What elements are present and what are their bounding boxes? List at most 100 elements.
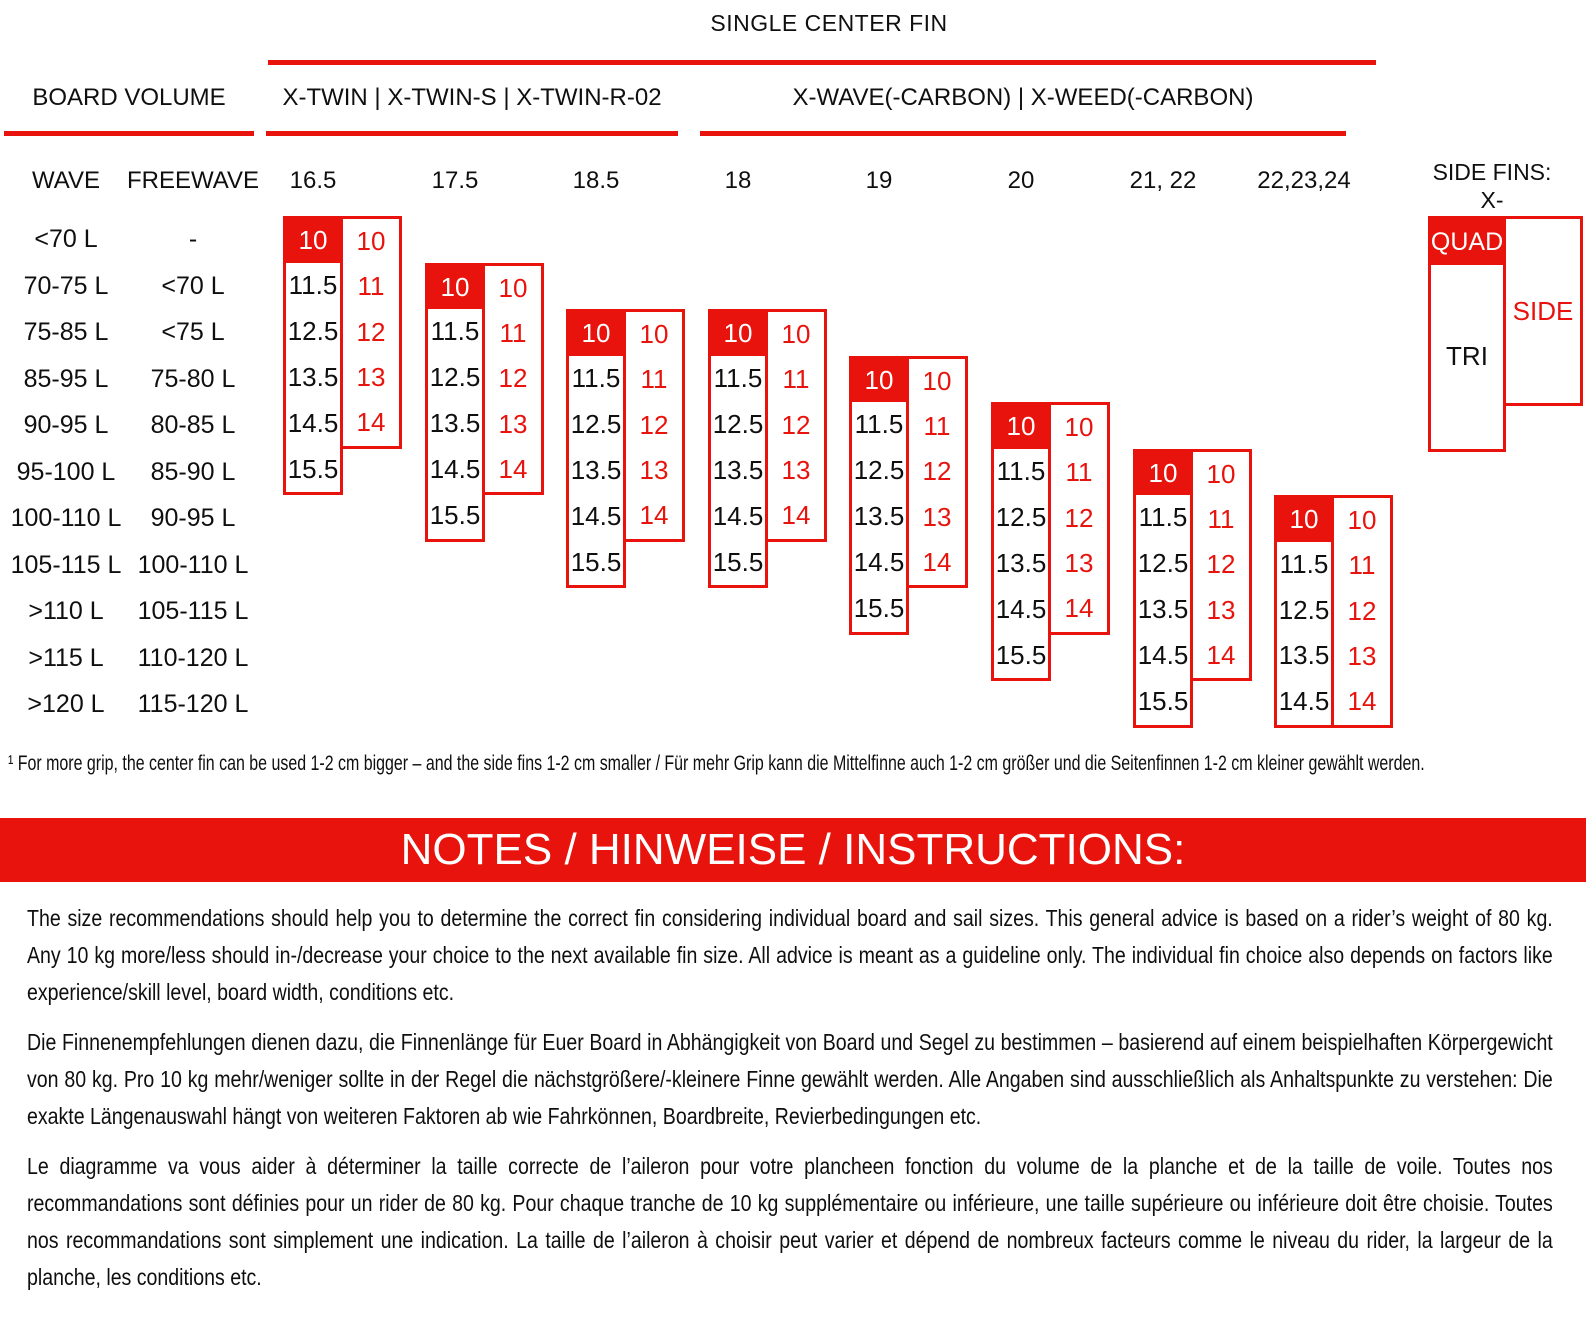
freewave-volume-label: 115-120 L [137, 690, 249, 718]
center-fin-box: 10 11.5 12.5 13.5 14.5 15.5 [849, 355, 909, 635]
side-fin-cell: 11 [640, 364, 668, 395]
side-fin-box: 10 11 12 13 14 [1190, 448, 1252, 681]
center-fin-cell: 11.5 [288, 269, 338, 300]
center-fin-box: 10 11.5 12.5 13.5 14.5 15.5 [566, 309, 626, 588]
freewave-volume-label: 80-85 L [150, 411, 236, 439]
side-fin-cell: 13 [356, 362, 386, 393]
center-fin-cell: 14.5 [429, 454, 481, 485]
wave-column-heading: WAVE [31, 167, 100, 194]
wave-volume-label: >115 L [28, 643, 104, 672]
twin-group-rule [266, 131, 678, 136]
side-fin-box: 10 11 12 13 14 [623, 309, 685, 542]
center-fin-cell-highlight: 10 [1277, 498, 1331, 542]
sail-size-header: 18 [724, 167, 752, 194]
side-fin-cell: 13 [922, 501, 952, 532]
freewave-volume-label: 105-115 L [137, 597, 249, 625]
side-fins-heading: SIDE FINS: X- [1402, 158, 1582, 214]
sail-size-header: 18.5 [572, 167, 620, 194]
center-fin-cell: 12.5 [712, 408, 764, 439]
wave-volume-label: 90-95 L [23, 411, 109, 439]
notes-banner-title: NOTES / HINWEISE / INSTRUCTIONS: [400, 825, 1186, 874]
side-fin-cell: 12 [498, 363, 528, 394]
freewave-volume-label: <70 L [161, 271, 225, 300]
center-fin-cell: 14.5 [570, 500, 622, 531]
center-fin-box: 10 11.5 12.5 13.5 14.5 15.5 [283, 216, 343, 495]
center-fin-cell: 12.5 [570, 408, 622, 439]
side-legend-box: SIDE [1503, 216, 1583, 406]
center-fin-cell: 12.5 [429, 362, 481, 393]
center-fin-cell: 13.5 [1137, 594, 1189, 625]
freewave-volume-label: 100-110 L [137, 550, 249, 579]
tri-legend-label: TRI [1446, 341, 1488, 371]
side-fin-cell: 10 [498, 272, 528, 303]
quad-legend-cell: QUAD [1431, 219, 1503, 265]
center-fin-cell-highlight: 10 [711, 312, 765, 356]
side-fin-cell: 12 [639, 409, 669, 440]
side-fin-box: 10 11 12 13 14 [1048, 402, 1110, 635]
center-fin-cell: 14.5 [712, 500, 764, 531]
wave-volume-label: <70 L [34, 225, 98, 253]
instructions-french: Le diagramme va vous aider à déterminer … [27, 1153, 1553, 1290]
side-fins-heading-line1: SIDE FINS: [1432, 159, 1552, 185]
side-fin-cell: 12 [1064, 502, 1094, 533]
center-fin-box: 10 11.5 12.5 13.5 14.5 [1274, 495, 1334, 728]
sail-size-header: 17.5 [431, 167, 479, 194]
center-fin-cell: 12.5 [853, 455, 905, 486]
sail-size-header: 22,23,24 [1257, 167, 1351, 194]
center-fin-cell: 12.5 [1278, 594, 1330, 625]
side-fin-cell: 10 [922, 365, 952, 396]
center-fin-cell: 11.5 [854, 409, 904, 440]
wave-weed-group-heading: X-WAVE(-CARBON) | X-WEED(-CARBON) [792, 84, 1254, 111]
center-fin-cell: 15.5 [1137, 686, 1189, 717]
side-fin-cell: 10 [356, 226, 386, 257]
center-fin-cell-highlight: 10 [286, 219, 340, 263]
center-fin-cell: 15.5 [287, 453, 339, 484]
board-volume-rule [4, 131, 254, 136]
side-fin-cell: 11 [1348, 550, 1376, 581]
side-fin-cell: 11 [357, 271, 385, 302]
center-fin-box: 10 11.5 12.5 13.5 14.5 15.5 [425, 262, 485, 542]
side-fin-cell: 12 [1347, 595, 1377, 626]
side-fin-cell: 10 [639, 319, 669, 350]
side-fin-cell: 11 [782, 364, 810, 395]
center-fin-cell: 14.5 [995, 593, 1047, 624]
wave-volume-label: 70-75 L [23, 271, 109, 300]
center-fin-cell-highlight: 10 [428, 265, 482, 309]
wave-volume-label: 85-95 L [23, 364, 109, 393]
freewave-volume-label: - [188, 225, 198, 253]
side-fin-cell: 14 [639, 500, 669, 531]
center-fin-cell: 13.5 [287, 361, 339, 392]
wave-volume-label: 75-85 L [23, 318, 109, 346]
side-fin-cell: 11 [1065, 457, 1093, 488]
side-fin-cell: 14 [922, 546, 952, 577]
side-fin-cell: 14 [1206, 639, 1236, 670]
freewave-column-heading: FREEWAVE [127, 167, 260, 194]
side-fin-cell: 13 [1064, 548, 1094, 579]
center-fin-cell: 13.5 [429, 408, 481, 439]
grip-footnote: ¹ For more grip, the center fin can be u… [8, 752, 1425, 775]
center-fin-cell: 15.5 [429, 500, 481, 531]
side-fin-cell: 14 [1064, 593, 1094, 624]
center-fin-cell: 15.5 [995, 639, 1047, 670]
wave-weed-group-rule [700, 131, 1346, 136]
side-fin-cell: 14 [498, 453, 528, 484]
side-fin-cell: 13 [1347, 641, 1377, 672]
center-fin-cell: 11.5 [430, 316, 480, 347]
center-fin-cell: 11.5 [1138, 502, 1188, 533]
center-fin-cell-highlight: 10 [852, 358, 906, 402]
center-fin-cell: 12.5 [287, 315, 339, 346]
wave-volume-label: 100-110 L [10, 504, 122, 532]
freewave-volume-label: 110-120 L [137, 643, 249, 672]
center-fin-box: 10 11.5 12.5 13.5 14.5 15.5 [991, 402, 1051, 681]
center-fin-cell: 14.5 [853, 547, 905, 578]
side-fin-cell: 10 [1064, 412, 1094, 443]
center-fin-cell: 15.5 [853, 593, 905, 624]
wave-volume-label: 105-115 L [10, 550, 122, 579]
center-fin-cell: 15.5 [712, 546, 764, 577]
sail-size-header: 20 [1007, 167, 1035, 194]
center-fin-box: 10 11.5 12.5 13.5 14.5 15.5 [1133, 448, 1193, 728]
center-fin-cell-highlight: 10 [1136, 451, 1190, 495]
center-fin-box: 10 11.5 12.5 13.5 14.5 15.5 [708, 309, 768, 588]
center-fin-cell: 15.5 [570, 546, 622, 577]
side-fin-box: 10 11 12 13 14 [765, 309, 827, 542]
